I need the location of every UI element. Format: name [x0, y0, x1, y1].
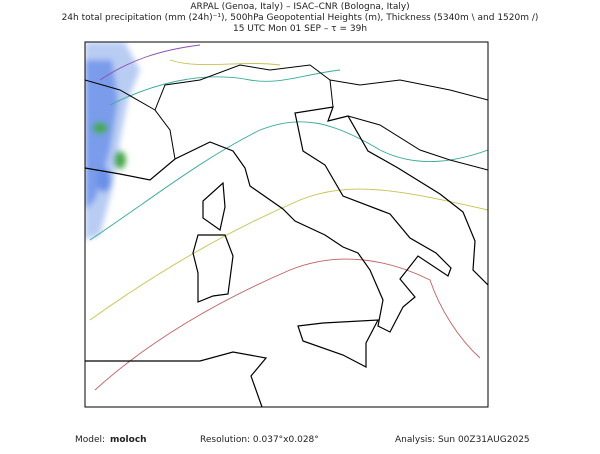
map	[85, 42, 488, 407]
borders	[85, 64, 488, 171]
precipitation	[85, 42, 140, 240]
title-line: ARPAL (Genoa, Italy) – ISAC–CNR (Bologna…	[190, 2, 409, 12]
map-frame	[84, 41, 489, 408]
contours	[89, 44, 488, 391]
title-line: 24h total precipitation (mm (24h)⁻¹), 50…	[62, 13, 539, 23]
coastlines	[85, 106, 488, 407]
title-line: 15 UTC Mon 01 SEP – τ = 39h	[233, 24, 367, 34]
model-label: Model:	[75, 435, 105, 445]
analysis: Analysis: Sun 00Z31AUG2025	[395, 435, 530, 445]
model-name: moloch	[110, 435, 147, 445]
resolution: Resolution: 0.037°x0.028°	[200, 435, 319, 445]
